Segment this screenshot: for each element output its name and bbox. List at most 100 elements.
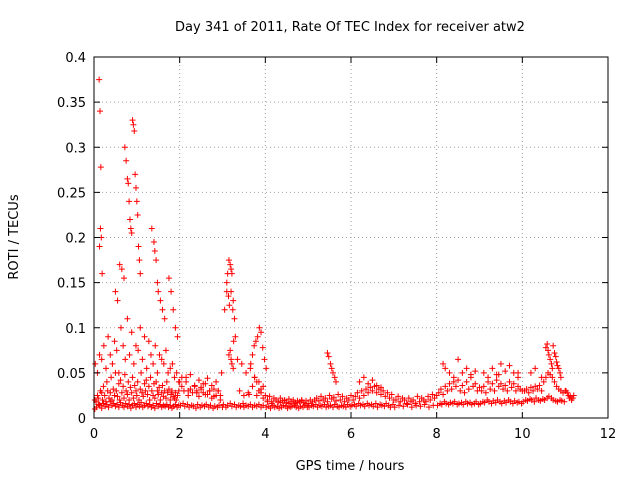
data-point [531,398,538,405]
data-point [176,378,183,385]
data-point [169,360,176,367]
data-point [362,386,369,393]
data-point [263,404,270,411]
data-point [126,216,133,223]
data-point [160,360,167,367]
data-point [105,333,112,340]
data-point [124,175,131,182]
data-point [128,229,135,236]
data-point [467,371,474,378]
data-point [178,374,185,381]
data-point [427,396,434,403]
data-point [159,382,166,389]
data-point [99,270,106,277]
data-point [127,225,134,232]
data-point [125,180,132,187]
data-point [465,386,472,393]
data-point [230,338,237,345]
data-point [527,384,534,391]
data-point [480,369,487,376]
data-point [143,365,150,372]
data-point [155,391,162,398]
data-point [259,344,266,351]
y-tick-label: 0.4 [65,51,86,66]
data-point [126,351,133,358]
data-point [228,288,235,295]
x-tick-label: 6 [347,427,355,442]
data-point [455,400,462,407]
data-point [352,393,359,400]
data-point [164,389,171,396]
data-point [120,342,127,349]
data-point [96,108,103,115]
data-point [130,121,137,128]
data-point [167,365,174,372]
data-point [254,333,261,340]
data-point [153,257,160,264]
data-point [253,378,260,385]
data-point [360,374,367,381]
data-point [230,365,237,372]
data-point [288,403,295,410]
data-point [137,270,144,277]
axis-ticks: 0 2 4 6 8 10 12 0 0.05 0.1 0.15 0.2 0.25 0.3 0.35 0.4 [57,51,616,442]
data-point [561,398,568,405]
data-point [464,400,471,407]
data-point [97,164,104,171]
data-point [473,398,480,405]
data-point [258,329,265,336]
data-point [167,396,174,403]
data-point [549,365,556,372]
data-point [447,399,454,406]
data-point [168,387,175,394]
data-point [247,360,254,367]
data-point [372,400,379,407]
data-point [506,378,513,385]
data-point [369,377,376,384]
data-point [294,399,301,406]
data-point [128,329,135,336]
data-point [395,393,402,400]
data-point [377,384,384,391]
data-point [151,248,158,255]
data-point [207,402,214,409]
data-point [356,378,363,385]
data-point [135,347,142,354]
data-point [461,389,468,396]
data-point [487,386,494,393]
data-point [121,144,128,151]
data-point [523,386,530,393]
data-point [98,356,105,363]
data-point [525,389,532,396]
data-point [99,396,106,403]
data-point [545,347,552,354]
data-point [114,393,121,400]
data-point [508,384,515,391]
data-point [350,396,357,403]
data-point [500,386,507,393]
data-point [384,389,391,396]
data-point [489,380,496,387]
data-point [150,360,157,367]
data-point [551,350,558,357]
data-point [127,384,134,391]
data-point [463,365,470,372]
data-point [273,396,280,403]
data-point [107,389,114,396]
data-point [210,386,217,393]
data-point [268,400,275,407]
data-point [92,360,99,367]
x-tick-label: 0 [90,427,98,442]
data-point [125,378,132,385]
data-point [357,402,364,409]
data-point [137,386,144,393]
data-point [552,353,559,360]
data-point [143,377,150,384]
data-point [544,340,551,347]
data-point [459,382,466,389]
data-point [413,402,420,409]
data-point [132,387,139,394]
data-point [147,351,154,358]
data-point [172,324,179,331]
data-point [156,384,163,391]
